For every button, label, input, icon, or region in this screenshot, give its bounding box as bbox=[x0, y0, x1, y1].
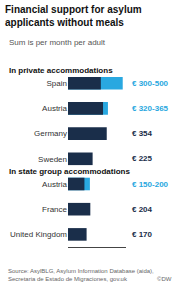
svg-text:Austria: Austria bbox=[42, 180, 67, 189]
svg-text:€ 150-200: € 150-200 bbox=[132, 180, 169, 189]
svg-text:Germany: Germany bbox=[34, 129, 67, 138]
svg-text:€ 300-500: € 300-500 bbox=[132, 79, 169, 88]
svg-text:€ 204: € 204 bbox=[132, 205, 153, 214]
svg-text:France: France bbox=[42, 205, 67, 214]
svg-text:Sum is per month per adult: Sum is per month per adult bbox=[9, 38, 106, 47]
svg-text:€ 354: € 354 bbox=[132, 129, 153, 138]
svg-text:€ 320-365: € 320-365 bbox=[132, 104, 169, 113]
svg-text:Sweden: Sweden bbox=[38, 155, 67, 164]
svg-text:©DW: ©DW bbox=[157, 276, 172, 282]
svg-text:Spain: Spain bbox=[47, 79, 67, 88]
svg-text:Financial support for asylumap: Financial support for asylumapplicants w… bbox=[5, 4, 142, 28]
svg-text:Austria: Austria bbox=[42, 104, 67, 113]
svg-text:Source: AsylBLG, Asylum Inform: Source: AsylBLG, Asylum Information Data… bbox=[8, 268, 154, 282]
svg-text:In private accommodations: In private accommodations bbox=[9, 66, 113, 75]
svg-text:In state group accommodations: In state group accommodations bbox=[9, 167, 130, 176]
svg-text:€ 225: € 225 bbox=[132, 154, 153, 163]
svg-text:€ 170: € 170 bbox=[132, 230, 153, 239]
svg-text:United Kingdom: United Kingdom bbox=[10, 230, 67, 239]
